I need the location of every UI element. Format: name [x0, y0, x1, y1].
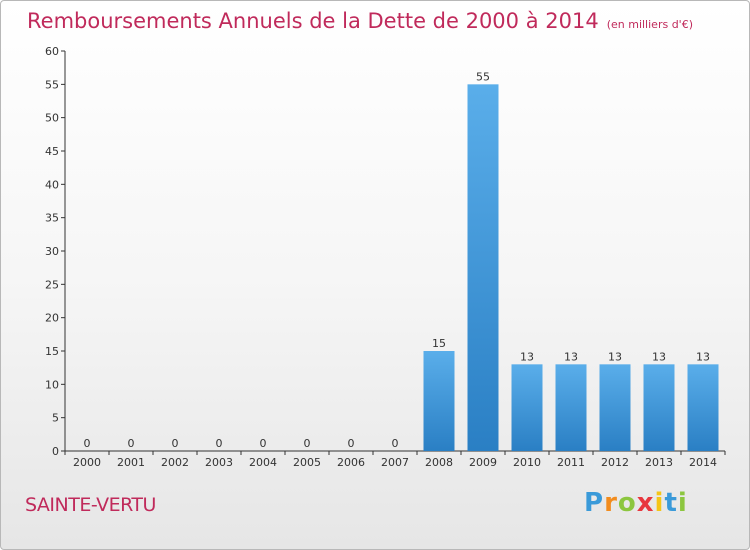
- bar-2012: [599, 364, 631, 451]
- x-tick-label: 2002: [161, 456, 189, 469]
- value-label-2004: 0: [260, 437, 267, 450]
- bar-2008: [423, 351, 455, 451]
- y-tick-label: 20: [45, 312, 59, 325]
- x-tick-label: 2003: [205, 456, 233, 469]
- commune-name: SAINTE-VERTU: [25, 494, 156, 516]
- x-tick-label: 2007: [381, 456, 409, 469]
- x-tick-label: 2008: [425, 456, 453, 469]
- x-tick-label: 2000: [73, 456, 101, 469]
- bar-2011: [555, 364, 587, 451]
- value-label-2010: 13: [520, 350, 534, 363]
- value-label-2011: 13: [564, 350, 578, 363]
- y-tick-label: 35: [45, 212, 59, 225]
- bars: [423, 84, 719, 451]
- x-tick-label: 2013: [645, 456, 673, 469]
- y-tick-label: 25: [45, 278, 59, 291]
- x-tick-label: 2014: [689, 456, 717, 469]
- value-label-2005: 0: [304, 437, 311, 450]
- value-label-2000: 0: [84, 437, 91, 450]
- y-tick-label: 30: [45, 245, 59, 258]
- x-tick-label: 2005: [293, 456, 321, 469]
- value-label-2003: 0: [216, 437, 223, 450]
- y-axis: 0 5 10 15 20 25 30 35 40 45 50 55 60: [45, 45, 66, 458]
- y-tick-label: 45: [45, 145, 59, 158]
- value-label-2009: 55: [476, 70, 490, 83]
- chart-title-text: Remboursements Annuels de la Dette de 20…: [27, 9, 599, 33]
- value-label-2001: 0: [128, 437, 135, 450]
- value-labels: 0 0 0 0 0 0 0 0 15 55 13 13 13 13 13: [84, 70, 711, 450]
- bar-2009: [467, 84, 499, 451]
- y-tick-label: 50: [45, 112, 59, 125]
- value-label-2008: 15: [432, 337, 446, 350]
- y-tick-label: 60: [45, 45, 59, 58]
- bar-2014: [687, 364, 719, 451]
- x-tick-label: 2009: [469, 456, 497, 469]
- y-tick-label: 55: [45, 78, 59, 91]
- chart-title: Remboursements Annuels de la Dette de 20…: [27, 9, 693, 33]
- y-tick-label: 0: [52, 445, 59, 458]
- bar-2010: [511, 364, 543, 451]
- value-label-2007: 0: [392, 437, 399, 450]
- value-label-2012: 13: [608, 350, 622, 363]
- bar-2013: [643, 364, 675, 451]
- proxiti-logo: Proxiti: [584, 488, 688, 518]
- x-tick-label: 2010: [513, 456, 541, 469]
- chart-unit: (en milliers d'€): [606, 18, 693, 31]
- x-tick-label: 2001: [117, 456, 145, 469]
- y-tick-label: 5: [52, 412, 59, 425]
- value-label-2013: 13: [652, 350, 666, 363]
- y-tick-label: 40: [45, 178, 59, 191]
- x-tick-label: 2011: [557, 456, 585, 469]
- x-axis: 2000 2001 2002 2003 2004 2005 2006 2007 2008 2009…: [64, 450, 726, 469]
- x-tick-label: 2006: [337, 456, 365, 469]
- value-label-2014: 13: [696, 350, 710, 363]
- value-label-2006: 0: [348, 437, 355, 450]
- x-tick-label: 2012: [601, 456, 629, 469]
- y-tick-label: 15: [45, 345, 59, 358]
- y-tick-label: 10: [45, 378, 59, 391]
- value-label-2002: 0: [172, 437, 179, 450]
- x-tick-label: 2004: [249, 456, 277, 469]
